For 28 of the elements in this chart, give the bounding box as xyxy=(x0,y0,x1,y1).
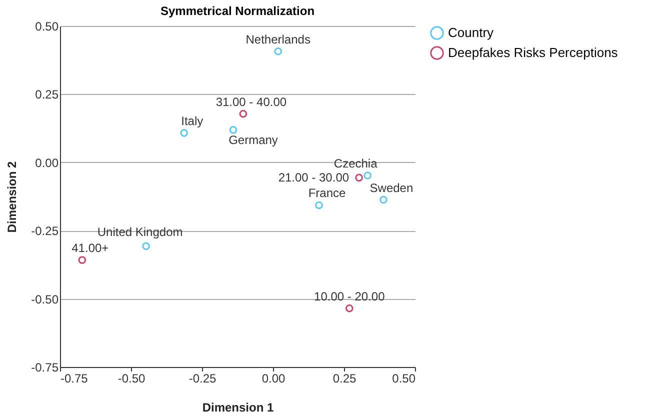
x-tick-label: 0.50 xyxy=(392,372,416,386)
annotation: Netherlands xyxy=(246,32,310,46)
legend-label: Country xyxy=(448,25,494,40)
annotation: Czechia xyxy=(334,156,378,170)
y-tick-label: 0.50 xyxy=(35,20,59,34)
y-tick-label: 0.00 xyxy=(35,156,59,170)
chart-title: Symmetrical Normalization xyxy=(160,4,315,18)
x-tick-label: -0.25 xyxy=(188,372,216,386)
y-tick-label: -0.25 xyxy=(31,224,59,238)
x-axis-title: Dimension 1 xyxy=(202,400,274,412)
annotation: Italy xyxy=(181,114,204,128)
y-axis-title: Dimension 2 xyxy=(5,161,20,233)
annotation: 10.00 - 20.00 xyxy=(314,289,386,304)
annotation: 41.00+ xyxy=(72,241,109,256)
legend-label: Deepfakes Risks Perceptions xyxy=(448,45,618,60)
y-tick-label: -0.50 xyxy=(31,292,59,306)
x-tick-label: 0.25 xyxy=(332,372,356,386)
x-tick-label: -0.50 xyxy=(118,372,146,386)
annotation: United Kingdom xyxy=(97,225,183,240)
x-tick-label: -0.75 xyxy=(60,372,88,386)
annotation: Sweden xyxy=(370,180,414,195)
annotation: France xyxy=(308,186,346,200)
y-tick-label: -0.75 xyxy=(31,360,59,374)
annotation: Germany xyxy=(228,132,278,147)
annotation: 21.00 - 30.00 xyxy=(278,170,350,185)
annotation: 31.00 - 40.00 xyxy=(216,94,287,109)
x-tick-label: 0.00 xyxy=(262,372,286,386)
y-tick-label: 0.25 xyxy=(35,88,59,102)
